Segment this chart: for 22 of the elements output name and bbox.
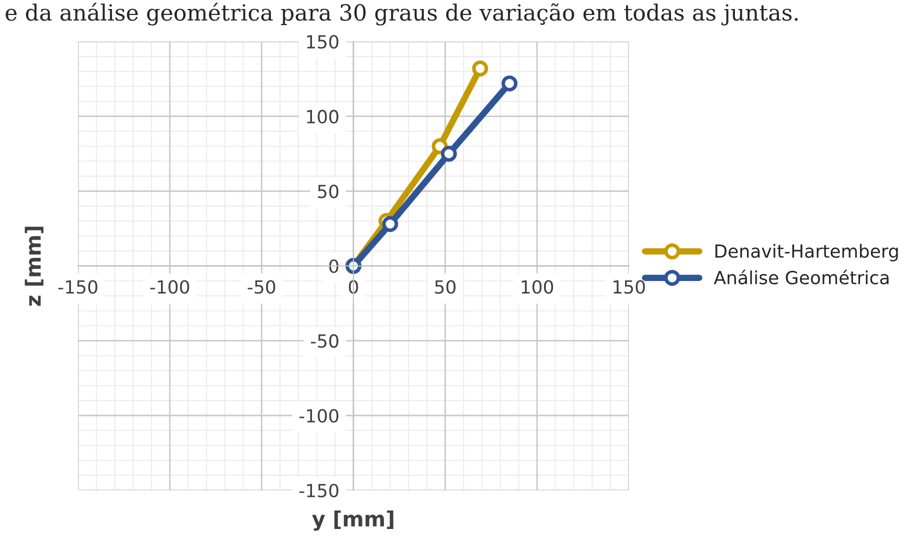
point [472,60,488,76]
y-axis-title: z [mm] [24,226,44,306]
y-tick-label: 50 [318,184,338,198]
x-tick-label: 100 [522,280,554,294]
x-tick-label: -100 [150,280,190,294]
x-tick-label: 150 [614,280,645,294]
legend-label: Análise Geométrica [714,270,889,284]
point [440,146,457,162]
y-tick-label: -50 [310,334,338,348]
x-tick-label: 0 [348,280,358,294]
legend-label: Denavit-Hartemberg [715,244,898,262]
point [502,75,518,92]
x-axis-title: y [mm] [312,510,394,531]
point [382,216,398,232]
y-tick-label: 100 [307,110,338,124]
x-tick-label: 50 [435,280,456,294]
x-tick-label: -50 [248,280,276,294]
y-tick-label: -100 [299,408,338,423]
x-tick-label: -150 [58,280,98,294]
y-tick-label: -150 [299,484,338,498]
text: e da análise geométrica para 30 graus de variação em todas as juntas. [6,2,798,26]
y-tick-label: 150 [307,35,338,49]
